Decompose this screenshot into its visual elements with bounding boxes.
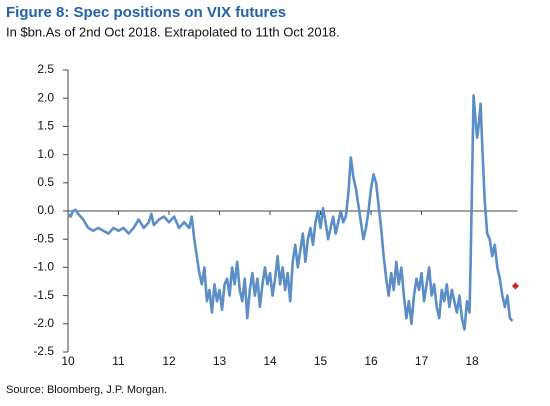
x-tick-label: 18 (465, 354, 479, 368)
y-tick-label: 0.5 (37, 175, 54, 189)
x-tick-label: 12 (162, 354, 176, 368)
y-tick-label: -1.0 (33, 260, 54, 274)
y-tick-label: 1.5 (37, 119, 54, 133)
y-tick-label: -0.5 (33, 231, 54, 245)
source-note: Source: Bloomberg, J.P. Morgan. (6, 384, 167, 396)
y-tick-label: 0.0 (37, 203, 54, 217)
y-tick-label: 2.0 (37, 90, 54, 104)
x-tick-label: 17 (415, 354, 429, 368)
x-tick-label: 16 (364, 354, 378, 368)
x-tick-label: 13 (213, 354, 227, 368)
x-tick-label: 10 (61, 354, 75, 368)
y-tick-label: -2.5 (33, 344, 54, 358)
chart-title: Figure 8: Spec positions on VIX futures (6, 4, 286, 21)
data-line (67, 94, 514, 331)
extrapolated-point (511, 282, 519, 290)
chart-subtitle: In $bn.As of 2nd Oct 2018. Extrapolated … (6, 24, 340, 39)
x-tick-label: 14 (263, 354, 277, 368)
y-tick-label: 2.5 (37, 62, 54, 76)
y-tick-label: -1.5 (33, 288, 54, 302)
y-tick-label: 1.0 (37, 147, 54, 161)
x-tick-label: 15 (314, 354, 328, 368)
y-tick-label: -2.0 (33, 316, 54, 330)
x-tick-label: 11 (112, 354, 125, 368)
